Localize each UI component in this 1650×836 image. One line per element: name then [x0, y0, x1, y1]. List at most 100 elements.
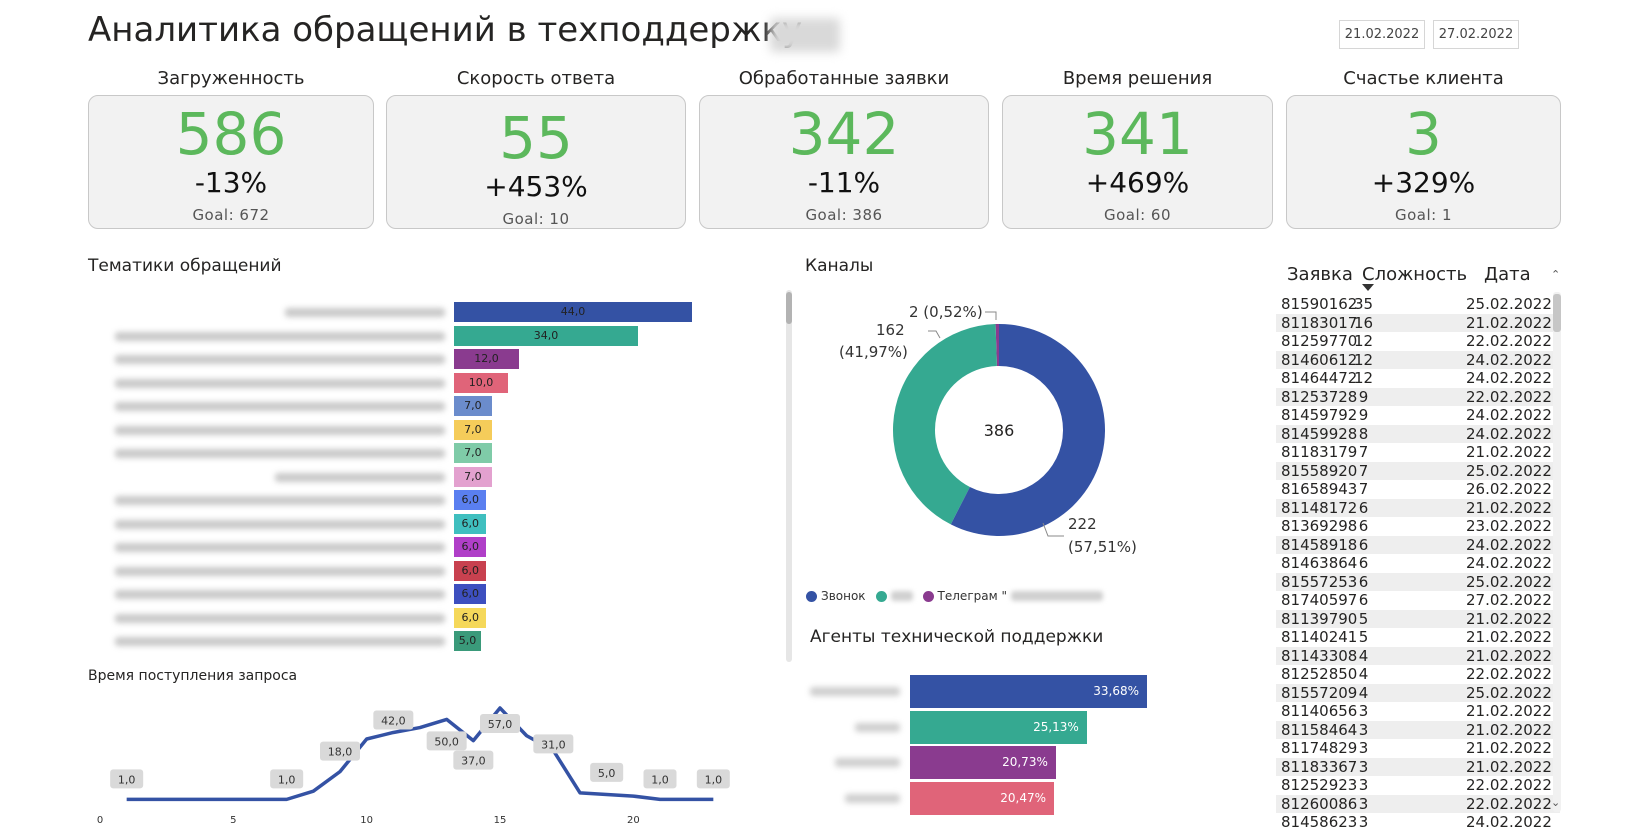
table-row[interactable]: 81459792 9 24.02.2022 — [1276, 406, 1560, 425]
cell-date: 24.02.2022 — [1466, 535, 1552, 554]
table-scrollbar[interactable] — [1553, 292, 1561, 812]
data-label: 31,0 — [541, 738, 566, 751]
time-line-chart[interactable]: 0 5 10 15 20 1,0 1,0 18,0 42,0 50,037,0 57,0 31,0 5,… — [90, 690, 770, 830]
table-row[interactable]: 81590162 35 25.02.2022 — [1276, 295, 1560, 314]
table-row[interactable]: 81260086 3 22.02.2022 — [1276, 794, 1560, 813]
table-row[interactable]: 81183367 3 21.02.2022 — [1276, 757, 1560, 776]
date-to-field[interactable]: 27.02.2022 — [1433, 20, 1519, 49]
topic-bar[interactable] — [454, 513, 487, 534]
date-from-field[interactable]: 21.02.2022 — [1339, 20, 1425, 49]
table-row[interactable]: 81464472 12 24.02.2022 — [1276, 369, 1560, 388]
table-row[interactable]: 81558920 7 25.02.2022 — [1276, 461, 1560, 480]
topics-scrollbar-thumb[interactable] — [786, 292, 792, 324]
table-row[interactable]: 81140241 5 21.02.2022 — [1276, 628, 1560, 647]
topic-label-redacted — [100, 517, 445, 531]
table-row[interactable]: 81259770 12 22.02.2022 — [1276, 332, 1560, 351]
table-row[interactable]: 81148172 6 21.02.2022 — [1276, 498, 1560, 517]
data-label: 50,0 — [434, 735, 459, 748]
agent-label-redacted — [845, 793, 900, 803]
data-label: 1,0 — [118, 773, 136, 786]
topic-bar[interactable] — [454, 537, 487, 557]
column-header-date[interactable]: Дата — [1484, 264, 1531, 285]
leader-line-call — [1042, 522, 1064, 537]
topic-bar[interactable] — [454, 396, 492, 416]
table-row[interactable]: 81143308 4 21.02.2022 — [1276, 646, 1560, 665]
kpi-card-resolution[interactable]: 341 +469% Goal: 60 — [1002, 95, 1273, 229]
topic-label-redacted — [100, 634, 445, 648]
table-row[interactable]: 81369298 6 23.02.2022 — [1276, 517, 1560, 536]
table-row[interactable]: 81463864 6 24.02.2022 — [1276, 554, 1560, 573]
topic-bar[interactable] — [454, 607, 487, 628]
cell-ticket-id: 81139790 — [1281, 609, 1358, 628]
topics-scrollbar[interactable] — [786, 290, 792, 662]
topic-bar[interactable] — [454, 466, 492, 487]
topic-bar[interactable] — [454, 419, 492, 440]
column-header-complexity[interactable]: Сложность — [1362, 264, 1468, 285]
cell-ticket-id: 81183367 — [1281, 757, 1358, 776]
cell-date: 25.02.2022 — [1466, 295, 1552, 313]
agent-bar[interactable] — [910, 781, 1055, 815]
table-row[interactable]: 81658943 7 26.02.2022 — [1276, 480, 1560, 499]
cell-complexity: 7 — [1358, 443, 1369, 461]
table-row[interactable]: 81183179 7 21.02.2022 — [1276, 443, 1560, 462]
agent-bar[interactable] — [910, 746, 1056, 779]
topic-bar[interactable] — [454, 325, 638, 346]
table-row[interactable]: 81460612 12 24.02.2022 — [1276, 350, 1560, 369]
topic-label-redacted — [100, 446, 445, 460]
kpi-card-load[interactable]: 586 -13% Goal: 672 — [88, 95, 374, 229]
data-label: 37,0 — [461, 755, 486, 768]
topic-bar[interactable] — [454, 302, 692, 322]
topic-bar[interactable] — [454, 490, 487, 510]
table-row[interactable]: 81458623 3 24.02.2022 — [1276, 813, 1560, 832]
topic-bar[interactable] — [454, 443, 492, 463]
cell-date: 21.02.2022 — [1466, 646, 1552, 665]
data-label: 1,0 — [705, 773, 723, 786]
table-row[interactable]: 81183017 16 21.02.2022 — [1276, 313, 1560, 332]
kpi-label-happiness: Счастье клиента — [1343, 68, 1504, 89]
time-series-line[interactable] — [126, 706, 714, 802]
table-row[interactable]: 81158464 3 21.02.2022 — [1276, 720, 1560, 739]
table-row[interactable]: 81253728 9 22.02.2022 — [1276, 387, 1560, 406]
sort-desc-icon[interactable] — [1362, 284, 1374, 291]
donut-slice[interactable] — [893, 324, 997, 525]
cell-ticket-id: 81140656 — [1281, 702, 1358, 720]
data-label: 1,0 — [651, 773, 669, 786]
cell-complexity: 3 — [1358, 757, 1369, 776]
table-row[interactable]: 81139790 5 21.02.2022 — [1276, 609, 1560, 628]
cell-complexity: 7 — [1358, 461, 1369, 480]
table-row[interactable]: 81252850 4 22.02.2022 — [1276, 665, 1560, 684]
cell-date: 24.02.2022 — [1466, 813, 1552, 831]
donut-slice[interactable] — [995, 324, 999, 367]
agent-bar[interactable] — [910, 710, 1087, 744]
kpi-label-speed: Скорость ответа — [456, 68, 616, 89]
scroll-up-icon[interactable]: ⌃ — [1551, 268, 1561, 281]
agent-bar[interactable] — [910, 675, 1147, 708]
kpi-delta: -13% — [194, 166, 268, 199]
topic-bar[interactable] — [454, 631, 482, 651]
channels-donut-chart[interactable]: 386 222 (57,51%) 162 (41,97%) 2 (0,52%) — [800, 290, 1160, 580]
topic-bar[interactable] — [454, 372, 509, 393]
scroll-down-icon[interactable]: ⌄ — [1551, 796, 1561, 809]
topic-bar[interactable] — [454, 584, 487, 604]
kpi-card-happiness[interactable]: 3 +329% Goal: 1 — [1286, 95, 1561, 229]
table-row[interactable]: 81174829 3 21.02.2022 — [1276, 739, 1560, 758]
table-row[interactable]: 81252923 3 22.02.2022 — [1276, 776, 1560, 795]
data-label: 57,0 — [488, 718, 513, 731]
table-row[interactable]: 81557209 4 25.02.2022 — [1276, 683, 1560, 702]
kpi-card-speed[interactable]: 55 +453% Goal: 10 — [386, 95, 686, 229]
column-header-ticket[interactable]: Заявка — [1287, 264, 1353, 285]
cell-complexity: 3 — [1358, 776, 1369, 794]
topic-bar[interactable] — [454, 349, 519, 369]
table-row[interactable]: 81140656 3 21.02.2022 — [1276, 702, 1560, 721]
table-row[interactable]: 81458918 6 24.02.2022 — [1276, 535, 1560, 554]
table-scrollbar-thumb[interactable] — [1553, 294, 1561, 332]
cell-ticket-id: 81460612 — [1281, 350, 1358, 369]
donut-slice[interactable] — [950, 324, 1105, 536]
kpi-card-processed[interactable]: 342 -11% Goal: 386 — [699, 95, 989, 229]
kpi-delta: -11% — [807, 166, 881, 199]
topic-bar[interactable] — [454, 560, 487, 581]
table-row[interactable]: 81557253 6 25.02.2022 — [1276, 572, 1560, 591]
topic-bar-value: 6,0 — [461, 563, 479, 577]
table-row[interactable]: 81459928 8 24.02.2022 — [1276, 424, 1560, 443]
table-row[interactable]: 81740597 6 27.02.2022 — [1276, 591, 1560, 610]
